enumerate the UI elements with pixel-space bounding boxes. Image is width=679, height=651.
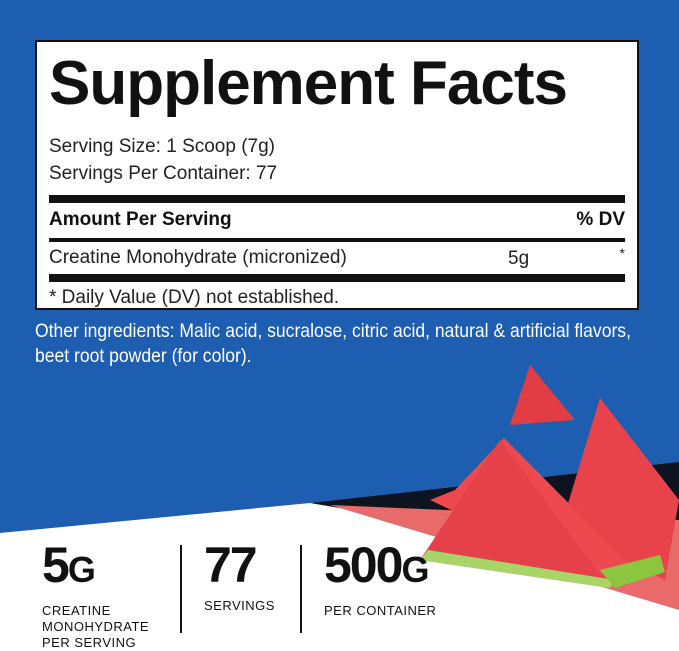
ingredient-name: Creatine Monohydrate (micronized) — [49, 247, 347, 268]
stat-servings: 77 SERVINGS — [204, 540, 275, 614]
other-ingredients: Other ingredients: Malic acid, sucralose… — [35, 320, 631, 367]
stat-label: SERVINGS — [204, 598, 275, 613]
stat-label: PER CONTAINER — [324, 603, 437, 618]
footnote: * Daily Value (DV) not established. — [49, 287, 340, 308]
supplement-facts-panel: Supplement Facts Serving Size: 1 Scoop (… — [35, 40, 639, 310]
stat-creatine: 5G CREATINE MONOHYDRATE PER SERVING — [42, 540, 162, 651]
stat-divider — [300, 545, 302, 633]
stat-value: 77 — [204, 537, 258, 593]
stat-unit: G — [67, 549, 96, 590]
watermelon-image — [420, 365, 679, 588]
dv-header: % DV — [576, 209, 625, 230]
divider-thick — [49, 195, 625, 203]
ingredient-dv: * — [619, 245, 625, 261]
facts-title: Supplement Facts — [49, 49, 568, 118]
divider — [49, 238, 625, 242]
servings-per-container: Servings Per Container: 77 — [49, 163, 278, 184]
stat-unit: G — [401, 549, 429, 590]
stat-value: 5 — [42, 537, 70, 593]
amount-per-serving-header: Amount Per Serving — [49, 209, 232, 230]
stat-container: 500G PER CONTAINER — [324, 540, 436, 619]
serving-size: Serving Size: 1 Scoop (7g) — [49, 136, 276, 157]
stat-label: CREATINE MONOHYDRATE PER SERVING — [42, 603, 150, 650]
stat-divider — [180, 545, 182, 633]
stat-value: 500 — [324, 537, 403, 593]
divider-thick — [49, 274, 625, 282]
ingredient-amount: 5g — [508, 248, 530, 269]
